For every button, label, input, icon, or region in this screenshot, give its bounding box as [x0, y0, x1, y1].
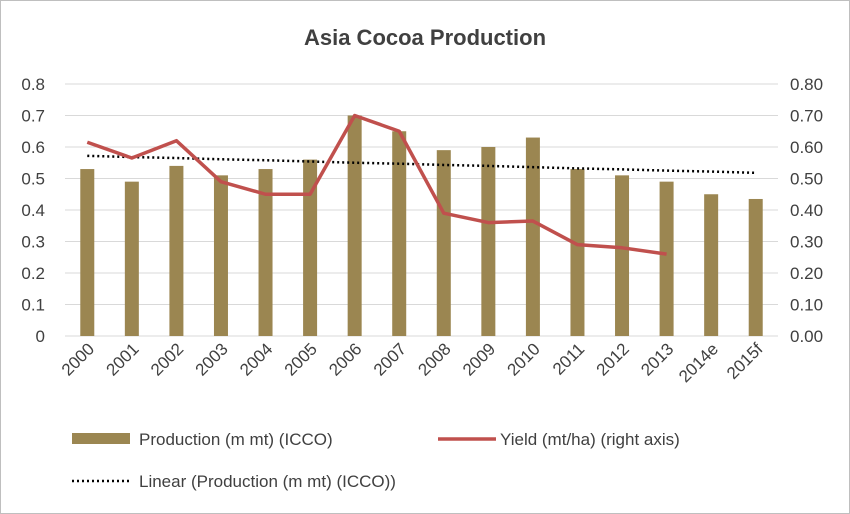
- right-tick-label: 0.10: [790, 296, 823, 315]
- grid-lines: [65, 83, 778, 337]
- left-tick-label: 0.1: [21, 296, 45, 315]
- legend: Production (m mt) (ICCO) Yield (mt/ha) (…: [72, 430, 680, 491]
- x-tick-label: 2010: [504, 339, 544, 379]
- trendline-path: [87, 154, 756, 175]
- right-tick-label: 0.20: [790, 264, 823, 283]
- left-axis-ticks: 0 0.1 0.2 0.3 0.4 0.5 0.6 0.7 0.8: [21, 75, 45, 346]
- right-tick-label: 0.80: [790, 75, 823, 94]
- x-tick-label: 2002: [147, 339, 187, 379]
- bar-production-2000: [80, 169, 95, 336]
- x-tick-label: 2008: [414, 339, 454, 379]
- right-tick-label: 0.70: [790, 107, 823, 126]
- x-tick-label: 2012: [593, 339, 633, 379]
- bar-production-2006: [347, 115, 362, 336]
- x-tick-label: 2004: [236, 339, 276, 379]
- x-tick-label: 2013: [637, 339, 677, 379]
- x-tick-label: 2009: [459, 339, 499, 379]
- chart-title: Asia Cocoa Production: [304, 25, 546, 50]
- bar-production-2007: [392, 131, 407, 336]
- left-tick-label: 0.8: [21, 75, 45, 94]
- x-tick-label: 2014e: [675, 339, 722, 386]
- bar-production-2013: [659, 181, 674, 336]
- bar-production-2001: [124, 181, 139, 336]
- line-yield: [86, 113, 667, 256]
- left-tick-label: 0.3: [21, 233, 45, 252]
- bar-production-2010: [525, 137, 540, 336]
- x-axis-ticks: 2000 2001 2002 2003 2004 2005 2006 2007 2008 2009…: [58, 339, 767, 386]
- x-tick-label: 2000: [58, 339, 98, 379]
- bar-production-2004: [258, 169, 273, 336]
- legend-label-production: Production (m mt) (ICCO): [139, 430, 333, 449]
- legend-swatch-production: [72, 433, 130, 444]
- bar-production-2005: [303, 159, 318, 336]
- right-axis-ticks: 0.00 0.10 0.20 0.30 0.40 0.50 0.60 0.70 0.80: [790, 75, 823, 346]
- left-tick-label: 0.2: [21, 264, 45, 283]
- bar-production-2011: [570, 169, 585, 336]
- left-tick-label: 0.5: [21, 170, 45, 189]
- bar-production-2015f: [748, 198, 763, 336]
- bar-production-2002: [169, 165, 184, 336]
- legend-label-yield: Yield (mt/ha) (right axis): [500, 430, 680, 449]
- right-tick-label: 0.50: [790, 170, 823, 189]
- right-tick-label: 0.00: [790, 327, 823, 346]
- bar-production-2009: [481, 147, 496, 336]
- x-tick-label: 2003: [192, 339, 232, 379]
- legend-label-trend: Linear (Production (m mt) (ICCO)): [139, 472, 396, 491]
- trendline-production: [87, 154, 756, 175]
- bar-production-2012: [615, 175, 630, 336]
- right-tick-label: 0.60: [790, 138, 823, 157]
- left-tick-label: 0.6: [21, 138, 45, 157]
- bars-production: [80, 115, 763, 336]
- x-tick-label: 2006: [325, 339, 365, 379]
- yield-line-path: [86, 113, 667, 256]
- x-tick-label: 2015f: [723, 339, 767, 383]
- bar-production-2008: [436, 150, 451, 336]
- bar-production-2003: [213, 175, 228, 336]
- x-tick-label: 2005: [281, 339, 321, 379]
- left-tick-label: 0.4: [21, 201, 45, 220]
- right-tick-label: 0.40: [790, 201, 823, 220]
- x-tick-label: 2011: [549, 339, 588, 378]
- left-tick-label: 0: [36, 327, 45, 346]
- bar-production-2014e: [704, 194, 719, 336]
- right-tick-label: 0.30: [790, 233, 823, 252]
- left-tick-label: 0.7: [21, 107, 45, 126]
- x-tick-label: 2001: [102, 339, 142, 379]
- x-tick-label: 2007: [370, 339, 410, 379]
